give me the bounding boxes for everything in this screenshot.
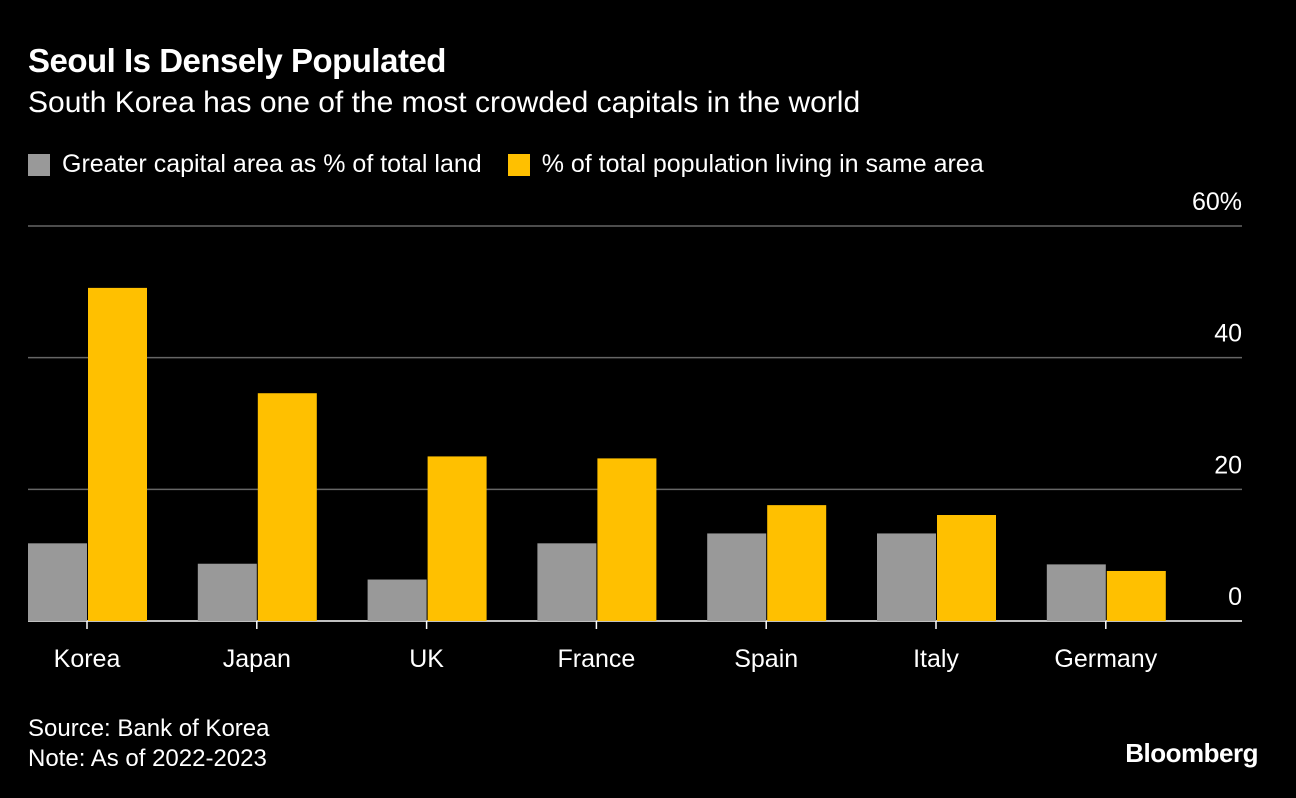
chart-title: Seoul Is Densely Populated	[28, 42, 446, 79]
legend-swatch-population	[507, 153, 530, 176]
x-tick-label: Germany	[1054, 645, 1157, 673]
x-tick-label: UK	[409, 645, 444, 673]
footnotes: Source: Bank of Korea Note: As of 2022-2…	[28, 714, 269, 774]
bar-land-france	[537, 543, 597, 621]
bar-land-italy	[877, 533, 936, 621]
bar-land-japan	[197, 563, 257, 621]
bars	[28, 287, 1166, 621]
bar-land-korea	[28, 543, 87, 621]
bar-population-korea	[88, 287, 147, 621]
x-tick-label: Korea	[54, 645, 121, 673]
legend-label-land: Greater capital area as % of total land	[62, 150, 482, 178]
bar-population-uk	[427, 456, 487, 621]
bar-population-japan	[257, 393, 317, 621]
bloomberg-logo: Bloomberg	[1125, 738, 1258, 768]
bar-population-germany	[1106, 570, 1166, 621]
legend: Greater capital area as % of total land …	[28, 150, 1010, 179]
x-axis: Korea Japan UK France Spain Italy Germany	[54, 621, 1158, 673]
bar-population-spain	[767, 505, 827, 621]
x-tick-label: Spain	[734, 645, 798, 673]
legend-item-population: % of total population living in same are…	[507, 150, 984, 179]
y-tick-label: 60%	[1192, 188, 1242, 216]
legend-label-population: % of total population living in same are…	[541, 150, 984, 178]
y-axis: 0 20 40 60%	[1192, 188, 1242, 611]
x-tick-label: Italy	[913, 645, 959, 673]
x-tick-label: France	[557, 645, 635, 673]
bar-land-germany	[1046, 564, 1106, 621]
x-tick-label: Japan	[223, 645, 291, 673]
source-text: Source: Bank of Korea	[28, 715, 270, 742]
legend-item-land: Greater capital area as % of total land	[28, 150, 482, 179]
bar-land-spain	[707, 533, 767, 621]
bar-land-uk	[367, 579, 427, 621]
bar-population-italy	[937, 515, 996, 621]
y-tick-label: 40	[1214, 320, 1242, 348]
bar-population-france	[597, 458, 657, 621]
legend-swatch-land	[28, 153, 50, 176]
y-tick-label: 20	[1214, 451, 1242, 479]
note-text: Note: As of 2022-2023	[28, 745, 267, 772]
chart-subtitle: South Korea has one of the most crowded …	[28, 86, 861, 119]
y-tick-label: 0	[1228, 583, 1242, 611]
